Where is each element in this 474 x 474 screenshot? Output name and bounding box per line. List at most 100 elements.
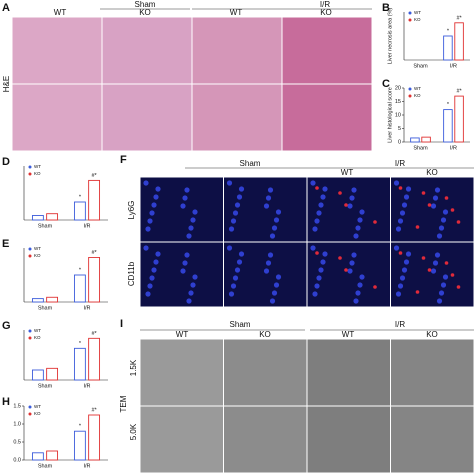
significance-label: * — [79, 267, 82, 273]
nucleus — [399, 275, 406, 281]
nucleus — [442, 274, 449, 280]
nucleus — [318, 202, 324, 208]
nucleus — [232, 210, 239, 216]
nucleus — [271, 225, 278, 231]
nucleus — [359, 209, 365, 215]
nucleus — [397, 218, 404, 224]
row-label: TEM — [119, 395, 128, 412]
y-tick-label: 0.0 — [13, 457, 21, 463]
nucleus — [234, 202, 241, 208]
nucleus — [349, 195, 355, 201]
nucleus — [228, 226, 235, 232]
nucleus — [151, 202, 157, 208]
micrograph — [223, 241, 308, 308]
legend-label: WT — [34, 404, 41, 409]
micrograph — [223, 176, 308, 243]
nucleus — [180, 203, 186, 209]
nucleus — [230, 283, 237, 289]
panel-label: A — [2, 2, 10, 14]
bar — [454, 22, 464, 61]
legend-swatch — [408, 94, 412, 98]
stain — [338, 256, 342, 260]
nucleus — [226, 180, 233, 186]
nucleus — [263, 203, 270, 209]
micrograph — [101, 16, 193, 85]
column-header: WT — [230, 8, 243, 17]
nucleus — [393, 245, 400, 251]
nucleus — [320, 259, 326, 265]
micrograph — [191, 16, 283, 85]
micrograph — [306, 338, 391, 407]
x-tick-label: Sham — [413, 63, 428, 69]
legend-swatch — [28, 247, 32, 251]
nucleus — [238, 251, 245, 257]
nucleus — [353, 298, 359, 304]
legend-swatch — [28, 254, 32, 258]
nucleus — [436, 233, 443, 239]
legend-label: KO — [34, 411, 41, 416]
significance-label: * — [447, 102, 450, 108]
micrograph — [306, 405, 391, 474]
micrograph — [223, 405, 308, 474]
y-tick-label: 20 — [395, 85, 401, 91]
nucleus — [269, 298, 276, 304]
legend-label: WT — [414, 10, 421, 15]
legend-label: WT — [414, 86, 421, 91]
stain — [427, 203, 432, 207]
bar — [46, 213, 59, 221]
column-header: WT — [341, 168, 354, 177]
nucleus — [263, 268, 270, 274]
micrograph — [306, 176, 391, 243]
nucleus — [192, 274, 198, 280]
nucleus — [430, 268, 437, 274]
nucleus — [273, 282, 280, 288]
nucleus — [265, 260, 272, 266]
bar — [443, 35, 453, 61]
significance-label: #* — [456, 15, 462, 21]
nucleus — [314, 218, 320, 224]
nucleus — [232, 275, 239, 281]
micrograph — [139, 241, 224, 308]
nucleus — [436, 298, 443, 304]
nucleus — [320, 194, 326, 200]
panel-label: I — [120, 318, 123, 330]
nucleus — [322, 251, 328, 257]
nucleus — [434, 252, 441, 258]
nucleus — [273, 217, 280, 223]
legend-label: WT — [34, 164, 41, 169]
x-tick-label: Sham — [38, 305, 53, 311]
bar — [454, 95, 464, 143]
y-tick-label: 15 — [395, 99, 401, 105]
nucleus — [347, 268, 353, 274]
column-header: WT — [176, 330, 189, 339]
stain — [444, 196, 449, 200]
nucleus — [397, 283, 404, 289]
nucleus — [347, 203, 353, 209]
nucleus — [403, 259, 410, 265]
nucleus — [403, 194, 410, 200]
y-tick-label: 5 — [398, 126, 401, 132]
nucleus — [151, 267, 157, 273]
stain — [421, 256, 426, 260]
x-tick-label: I/R — [83, 463, 90, 469]
micrograph — [139, 405, 224, 474]
nucleus — [182, 195, 188, 201]
nucleus — [399, 210, 406, 216]
x-tick-label: I/R — [450, 63, 457, 69]
nucleus — [180, 268, 186, 274]
group-header: I/R — [395, 159, 405, 168]
significance-label: * — [447, 28, 450, 34]
nucleus — [438, 225, 445, 231]
row-label: 5.0K — [129, 423, 138, 440]
x-tick-label: I/R — [83, 305, 90, 311]
nucleus — [186, 233, 192, 239]
micrograph — [11, 83, 103, 152]
column-header: KO — [139, 8, 151, 17]
nucleus — [190, 282, 196, 288]
nucleus — [322, 186, 328, 192]
significance-label: #* — [91, 250, 97, 256]
nucleus — [153, 259, 159, 265]
nucleus — [188, 225, 194, 231]
stain — [415, 225, 420, 229]
stain — [344, 203, 348, 207]
